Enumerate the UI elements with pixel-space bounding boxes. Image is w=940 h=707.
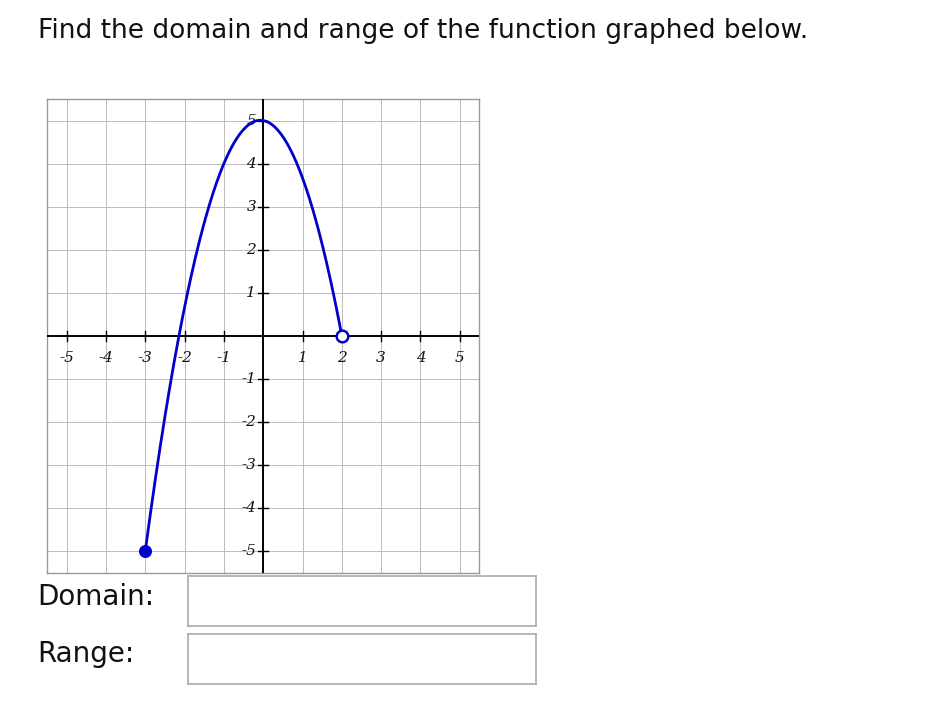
- Text: 5: 5: [246, 114, 256, 127]
- Text: -1: -1: [216, 351, 231, 365]
- Text: 3: 3: [246, 199, 256, 214]
- Text: -2: -2: [177, 351, 192, 365]
- Text: -3: -3: [138, 351, 152, 365]
- Text: -1: -1: [242, 372, 256, 386]
- Point: [138, 546, 153, 557]
- Text: -4: -4: [99, 351, 114, 365]
- Text: -5: -5: [59, 351, 74, 365]
- Text: -5: -5: [242, 544, 256, 558]
- Text: 4: 4: [246, 156, 256, 170]
- Text: 1: 1: [298, 351, 307, 365]
- Text: 2: 2: [246, 243, 256, 257]
- Text: -4: -4: [242, 501, 256, 515]
- Text: 3: 3: [376, 351, 386, 365]
- Text: 2: 2: [337, 351, 347, 365]
- Text: Find the domain and range of the function graphed below.: Find the domain and range of the functio…: [38, 18, 807, 44]
- Text: -2: -2: [242, 415, 256, 429]
- Text: Range:: Range:: [38, 640, 134, 668]
- Text: 5: 5: [455, 351, 464, 365]
- Text: 1: 1: [246, 286, 256, 300]
- Point: [335, 330, 350, 341]
- Text: 4: 4: [415, 351, 425, 365]
- Text: -3: -3: [242, 458, 256, 472]
- Text: Domain:: Domain:: [38, 583, 155, 612]
